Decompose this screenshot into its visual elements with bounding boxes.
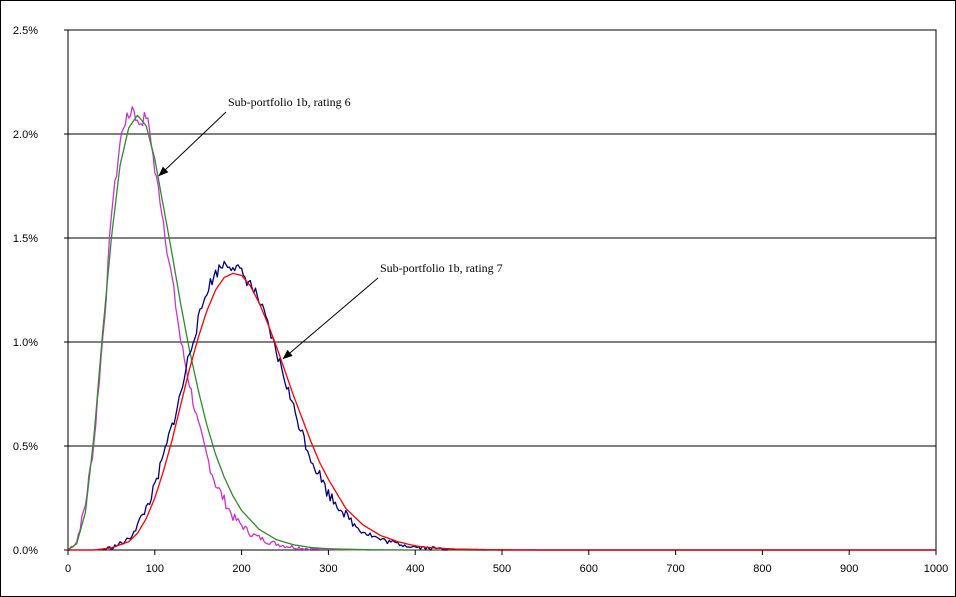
gridlines — [68, 133, 936, 447]
x-tick-label: 700 — [666, 563, 684, 575]
x-tick-label: 900 — [840, 563, 858, 575]
x-tick-label: 400 — [406, 563, 424, 575]
y-tick-label: 1.0% — [13, 337, 38, 349]
x-tick-label: 300 — [319, 563, 337, 575]
annotation-label: Sub-portfolio 1b, rating 7 — [380, 261, 503, 275]
x-tick-label: 1000 — [924, 563, 948, 575]
y-tick-label: 2.0% — [13, 129, 38, 141]
y-tick-label: 1.5% — [13, 233, 38, 245]
annotation-arrow — [158, 111, 227, 177]
x-tick-label: 200 — [232, 563, 250, 575]
y-tick-label: 0.5% — [13, 441, 38, 453]
y-tick-label: 2.5% — [13, 25, 38, 37]
x-tick-label: 600 — [580, 563, 598, 575]
x-tick-label: 500 — [493, 563, 511, 575]
y-tick-label: 0.0% — [13, 545, 38, 557]
annotations: Sub-portfolio 1b, rating 6 Sub-portfolio … — [158, 95, 503, 360]
annotation-arrow — [282, 277, 379, 360]
x-tick-label: 800 — [753, 563, 771, 575]
x-tick-label: 100 — [146, 563, 164, 575]
x-axis: 0 100 200 300 400 500 600 700 800 900 1000 — [65, 550, 948, 575]
x-tick-label: 0 — [65, 563, 71, 575]
y-axis: 0.0% 0.5% 1.0% 1.5% 2.0% 2.5% — [13, 25, 68, 557]
series-line-4 — [68, 272, 936, 551]
annotation-label: Sub-portfolio 1b, rating 6 — [228, 95, 351, 109]
